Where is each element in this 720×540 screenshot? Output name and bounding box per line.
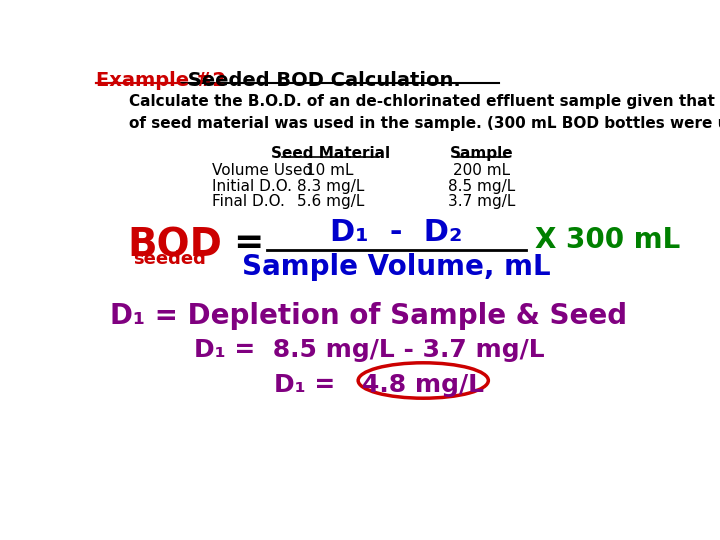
Text: seeded: seeded — [133, 249, 206, 268]
Text: 5.6 mg/L: 5.6 mg/L — [297, 194, 364, 209]
Text: 200 mL: 200 mL — [453, 164, 510, 178]
Text: D₁  -  D₂: D₁ - D₂ — [330, 218, 462, 247]
Text: Calculate the B.O.D. of an de-chlorinated effluent sample given that 1mL
of seed: Calculate the B.O.D. of an de-chlorinate… — [129, 94, 720, 131]
Text: Sample: Sample — [449, 146, 513, 161]
Text: 8.5 mg/L: 8.5 mg/L — [448, 179, 515, 194]
Text: D₁ =  8.5 mg/L - 3.7 mg/L: D₁ = 8.5 mg/L - 3.7 mg/L — [194, 338, 544, 362]
Text: =: = — [233, 226, 264, 260]
Text: Seed Material: Seed Material — [271, 146, 390, 161]
Text: Sample Volume, mL: Sample Volume, mL — [242, 253, 550, 281]
Text: X 300 mL: X 300 mL — [535, 226, 680, 254]
Text: D₁ = Depletion of Sample & Seed: D₁ = Depletion of Sample & Seed — [110, 302, 628, 330]
Text: BOD: BOD — [127, 226, 222, 265]
Text: Volume Used: Volume Used — [212, 164, 312, 178]
Text: Final D.O.: Final D.O. — [212, 194, 285, 209]
Text: 8.3 mg/L: 8.3 mg/L — [297, 179, 364, 194]
Text: Seeded BOD Calculation.: Seeded BOD Calculation. — [181, 71, 462, 90]
Text: Example #2: Example #2 — [96, 71, 226, 90]
Text: 3.7 mg/L: 3.7 mg/L — [448, 194, 515, 209]
Text: D₁ =: D₁ = — [274, 373, 344, 397]
Text: Initial D.O.: Initial D.O. — [212, 179, 292, 194]
Text: 4.8 mg/L: 4.8 mg/L — [362, 373, 485, 397]
Text: 10 mL: 10 mL — [307, 164, 354, 178]
